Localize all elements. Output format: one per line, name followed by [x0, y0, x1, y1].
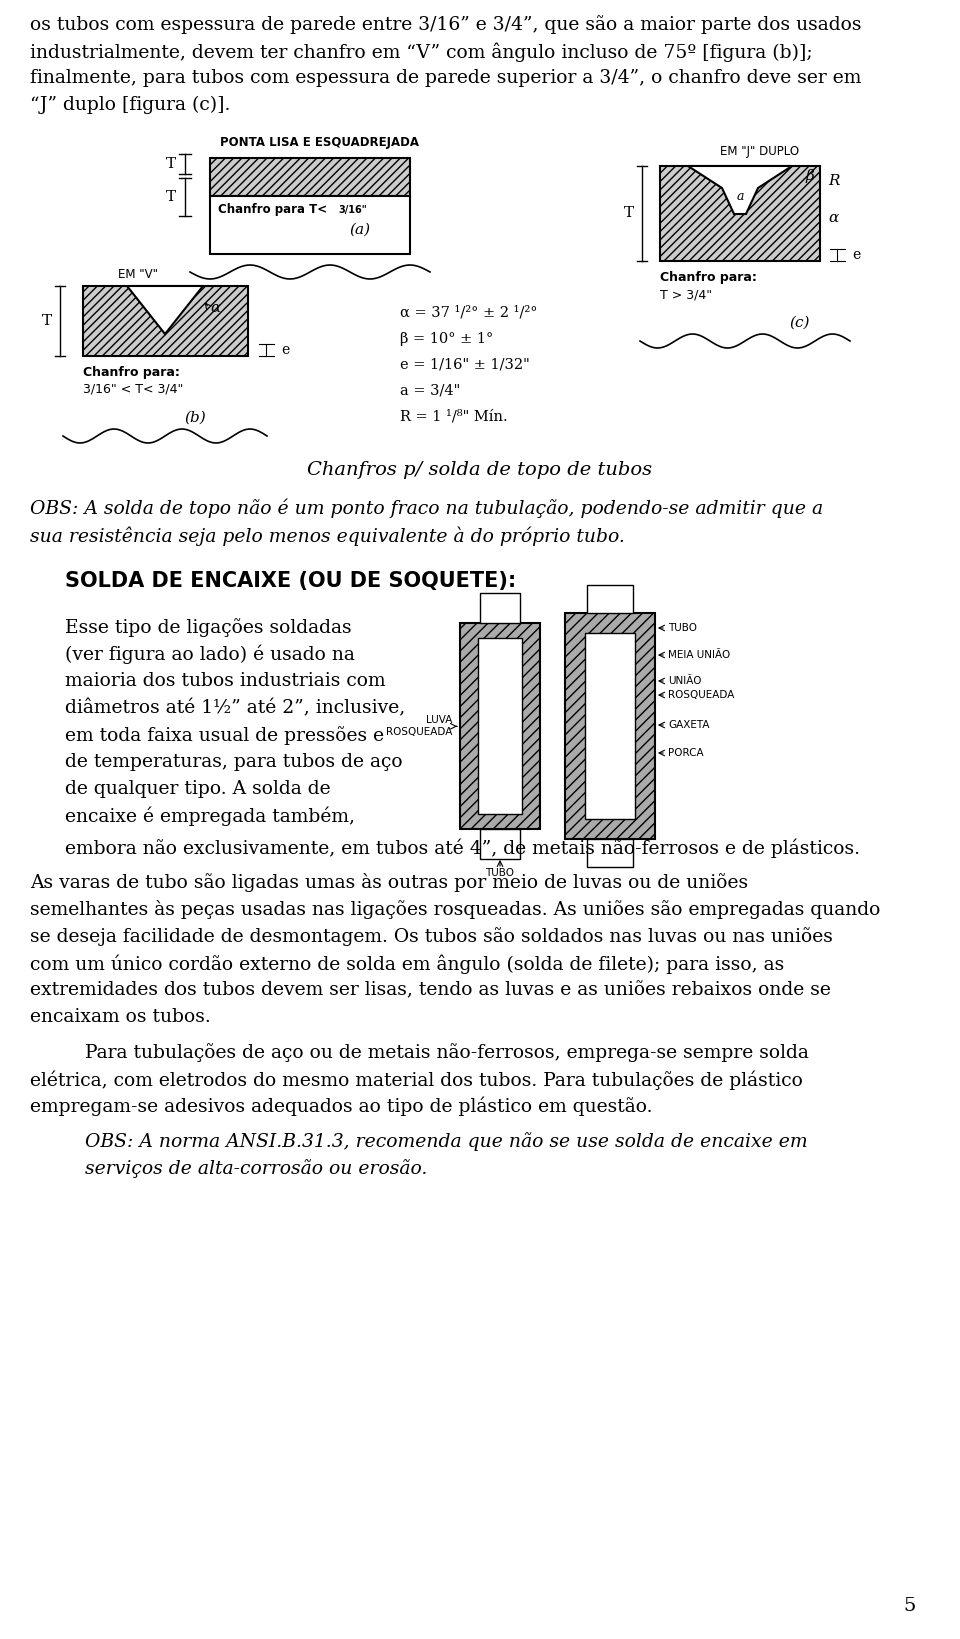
Text: os tubos com espessura de parede entre 3/16” e 3/4”, que são a maior parte dos u: os tubos com espessura de parede entre 3…: [30, 15, 861, 34]
Text: (b): (b): [184, 411, 205, 425]
Text: EM "V": EM "V": [118, 269, 162, 280]
Text: (ver figura ao lado) é usado na: (ver figura ao lado) é usado na: [65, 646, 355, 664]
Text: se deseja facilidade de desmontagem. Os tubos são soldados nas luvas ou nas uniõ: se deseja facilidade de desmontagem. Os …: [30, 928, 833, 946]
Text: LUVA
ROSQUEADA: LUVA ROSQUEADA: [386, 715, 452, 738]
Polygon shape: [127, 285, 203, 334]
Text: diâmetros até 1½” até 2”, inclusive,: diâmetros até 1½” até 2”, inclusive,: [65, 698, 405, 718]
Text: (c): (c): [790, 316, 810, 329]
Text: TUBO: TUBO: [486, 869, 515, 879]
Bar: [210, 197, 410, 254]
Bar: [460, 623, 540, 829]
Text: MEIA UNIÃO: MEIA UNIÃO: [668, 651, 731, 661]
Text: PORCA: PORCA: [668, 747, 704, 757]
Bar: [587, 839, 633, 867]
Text: T: T: [166, 157, 176, 170]
Bar: [478, 638, 522, 815]
Text: com um único cordão externo de solda em ângulo (solda de filete); para isso, as: com um único cordão externo de solda em …: [30, 954, 784, 974]
Text: α: α: [828, 211, 838, 225]
Text: 3/16": 3/16": [338, 205, 367, 215]
Text: ROSQUEADA: ROSQUEADA: [668, 690, 734, 700]
Text: 3/16" < T< 3/4": 3/16" < T< 3/4": [83, 384, 183, 397]
Text: R: R: [828, 174, 839, 188]
Text: “J” duplo [figura (c)].: “J” duplo [figura (c)].: [30, 97, 230, 115]
Text: PONTA LISA E ESQUADREJADA: PONTA LISA E ESQUADREJADA: [221, 136, 420, 149]
Text: T: T: [166, 190, 176, 203]
Text: (a): (a): [349, 223, 371, 238]
Text: EM "J" DUPLO: EM "J" DUPLO: [720, 144, 800, 157]
Bar: [480, 593, 520, 623]
Bar: [83, 285, 248, 356]
Text: α: α: [210, 302, 220, 315]
Text: T > 3/4": T > 3/4": [660, 288, 712, 302]
Text: α = 37 ¹/²° ± 2 ¹/²°: α = 37 ¹/²° ± 2 ¹/²°: [400, 306, 538, 320]
Text: SOLDA DE ENCAIXE (OU DE SOQUETE):: SOLDA DE ENCAIXE (OU DE SOQUETE):: [65, 570, 516, 592]
Text: e: e: [281, 343, 289, 357]
Text: em toda faixa usual de pressões e: em toda faixa usual de pressões e: [65, 726, 384, 746]
Text: extremidades dos tubos devem ser lisas, tendo as luvas e as uniões rebaixos onde: extremidades dos tubos devem ser lisas, …: [30, 982, 830, 1000]
Text: β: β: [805, 169, 814, 184]
Text: T: T: [624, 207, 634, 220]
Bar: [587, 585, 633, 613]
Text: Para tubulações de aço ou de metais não-ferrosos, emprega-se sempre solda: Para tubulações de aço ou de metais não-…: [85, 1042, 809, 1062]
Text: OBS: A norma ANSI.B.31.3, recomenda que não se use solda de encaixe em: OBS: A norma ANSI.B.31.3, recomenda que …: [85, 1133, 807, 1151]
Text: Esse tipo de ligações soldadas: Esse tipo de ligações soldadas: [65, 618, 351, 638]
Text: de qualquer tipo. A solda de: de qualquer tipo. A solda de: [65, 780, 330, 798]
Text: elétrica, com eletrodos do mesmo material dos tubos. Para tubulações de plástico: elétrica, com eletrodos do mesmo materia…: [30, 1070, 803, 1090]
Bar: [210, 157, 410, 197]
Text: R = 1 ¹/⁸" Mín.: R = 1 ¹/⁸" Mín.: [400, 410, 508, 425]
Text: Chanfro para T<: Chanfro para T<: [218, 203, 327, 216]
Text: finalmente, para tubos com espessura de parede superior a 3/4”, o chanfro deve s: finalmente, para tubos com espessura de …: [30, 69, 861, 87]
Text: e = 1/16" ± 1/32": e = 1/16" ± 1/32": [400, 357, 530, 372]
Text: e: e: [852, 247, 860, 262]
Polygon shape: [688, 166, 792, 215]
Text: embora não exclusivamente, em tubos até 4”, de metais não-ferrosos e de plástico: embora não exclusivamente, em tubos até …: [65, 838, 860, 857]
Text: GAXETA: GAXETA: [668, 720, 709, 729]
Text: UNIÃO: UNIÃO: [668, 675, 702, 687]
Text: OBS: A solda de topo não é um ponto fraco na tubulação, podendo-se admitir que a: OBS: A solda de topo não é um ponto frac…: [30, 498, 823, 518]
Text: semelhantes às peças usadas nas ligações rosqueadas. As uniões são empregadas qu: semelhantes às peças usadas nas ligações…: [30, 900, 880, 919]
Text: 5: 5: [903, 1596, 916, 1614]
Text: industrialmente, devem ter chanfro em “V” com ângulo incluso de 75º [figura (b)]: industrialmente, devem ter chanfro em “V…: [30, 43, 812, 62]
Text: β = 10° ± 1°: β = 10° ± 1°: [400, 333, 493, 346]
Text: de temperaturas, para tubos de aço: de temperaturas, para tubos de aço: [65, 752, 402, 770]
Text: a = 3/4": a = 3/4": [400, 384, 460, 398]
Text: sua resistência seja pelo menos equivalente à do próprio tubo.: sua resistência seja pelo menos equivale…: [30, 526, 625, 546]
Text: encaixam os tubos.: encaixam os tubos.: [30, 1008, 211, 1026]
Text: maioria dos tubos industriais com: maioria dos tubos industriais com: [65, 672, 386, 690]
Text: Chanfro para:: Chanfro para:: [660, 270, 756, 284]
Text: serviços de alta-corrosão ou erosão.: serviços de alta-corrosão ou erosão.: [85, 1159, 427, 1178]
Bar: [480, 829, 520, 859]
Text: encaixe é empregada também,: encaixe é empregada também,: [65, 806, 355, 826]
Bar: [585, 633, 635, 820]
Text: Chanfros p/ solda de topo de tubos: Chanfros p/ solda de topo de tubos: [307, 461, 653, 479]
Text: empregam-se adesivos adequados ao tipo de plástico em questão.: empregam-se adesivos adequados ao tipo d…: [30, 1096, 653, 1116]
Text: Chanfro para:: Chanfro para:: [83, 365, 180, 379]
Bar: [565, 613, 655, 839]
Bar: [660, 166, 820, 261]
Text: T: T: [42, 315, 52, 328]
Text: TUBO: TUBO: [668, 623, 697, 633]
Text: As varas de tubo são ligadas umas às outras por meio de luvas ou de uniões: As varas de tubo são ligadas umas às out…: [30, 874, 748, 892]
Text: a: a: [736, 190, 744, 203]
